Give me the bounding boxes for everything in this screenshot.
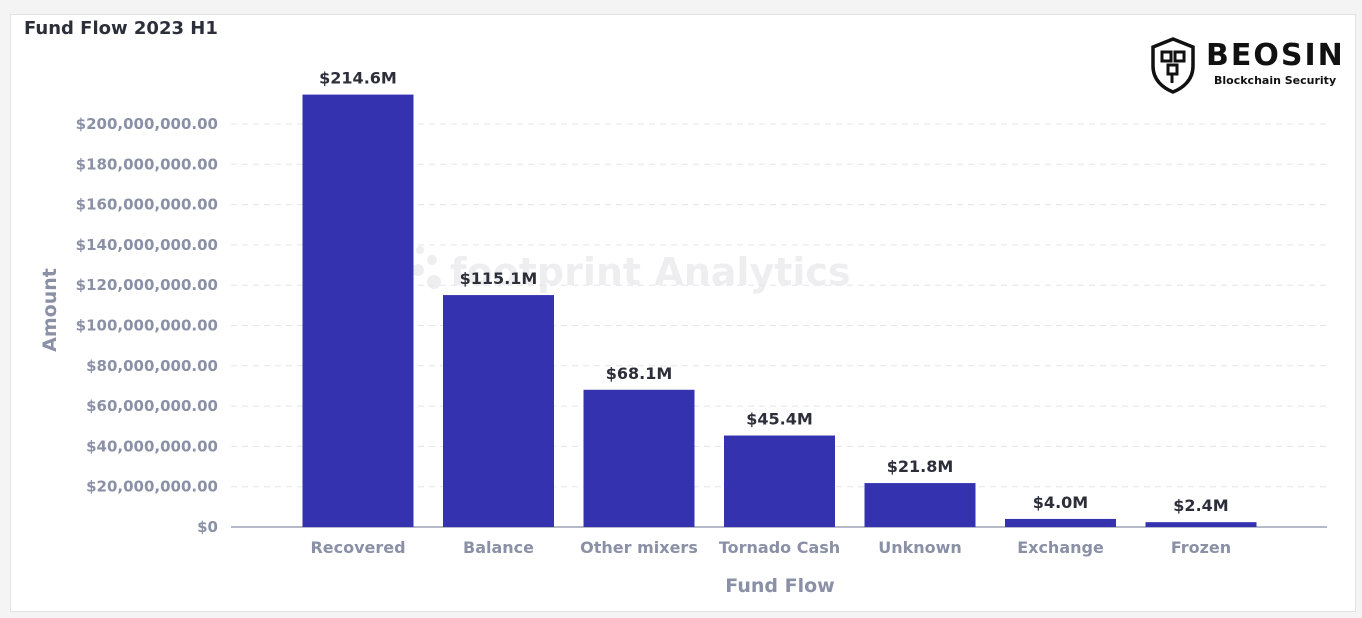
bar-recovered <box>302 94 414 528</box>
bar-frozen <box>1145 522 1257 527</box>
brand-name: BEOSIN <box>1206 38 1345 73</box>
y-tick-labels: $0 $20,000,000.00 $40,000,000.00 $60,000,00… <box>76 115 218 536</box>
bar-unknown <box>864 483 976 527</box>
data-label: $2.4M <box>1173 496 1228 515</box>
y-tick-label: $0 <box>197 518 218 536</box>
x-tick-label: Tornado Cash <box>719 538 840 557</box>
y-tick-label: $200,000,000.00 <box>76 115 218 133</box>
y-axis-title: Amount <box>39 268 61 352</box>
watermark-text: footprint Analytics <box>450 250 851 294</box>
bars <box>302 94 1257 528</box>
y-tick-label: $180,000,000.00 <box>76 155 218 173</box>
bar-exchange <box>1005 518 1116 527</box>
data-label: $45.4M <box>746 410 813 429</box>
data-label: $214.6M <box>319 69 397 88</box>
x-tick-label: Balance <box>463 538 534 557</box>
data-label: $115.1M <box>460 269 538 288</box>
data-label: $21.8M <box>887 457 954 476</box>
bar-other-mixers <box>583 389 695 527</box>
x-tick-label: Other mixers <box>580 538 698 557</box>
data-label: $4.0M <box>1033 493 1088 512</box>
y-tick-label: $20,000,000.00 <box>86 478 218 496</box>
y-tick-label: $160,000,000.00 <box>76 196 218 214</box>
y-tick-label: $140,000,000.00 <box>76 236 218 254</box>
bar-balance <box>443 295 554 527</box>
x-tick-labels: Recovered Balance Other mixers Tornado Cash… <box>310 538 1231 557</box>
y-tick-label: $40,000,000.00 <box>86 437 218 455</box>
y-tick-label: $60,000,000.00 <box>86 397 218 415</box>
y-tick-label: $120,000,000.00 <box>76 276 218 294</box>
x-tick-label: Frozen <box>1171 538 1231 557</box>
beosin-logo: BEOSIN Blockchain Security <box>1148 36 1343 94</box>
brand-tagline: Blockchain Security <box>1214 74 1337 87</box>
chart-title: Fund Flow 2023 H1 <box>24 18 218 39</box>
x-tick-label: Exchange <box>1017 538 1104 557</box>
data-labels: $214.6M $115.1M $68.1M $45.4M $21.8M $4.0M $2.… <box>319 69 1229 516</box>
y-tick-label: $80,000,000.00 <box>86 357 218 375</box>
shield-icon <box>1151 37 1195 94</box>
x-tick-label: Unknown <box>878 538 962 557</box>
bar-tornado-cash <box>724 435 835 527</box>
data-label: $68.1M <box>606 364 673 383</box>
x-tick-label: Recovered <box>310 538 405 557</box>
y-tick-label: $100,000,000.00 <box>76 317 218 335</box>
grid-lines <box>231 123 1327 488</box>
x-axis-title: Fund Flow <box>725 575 834 597</box>
